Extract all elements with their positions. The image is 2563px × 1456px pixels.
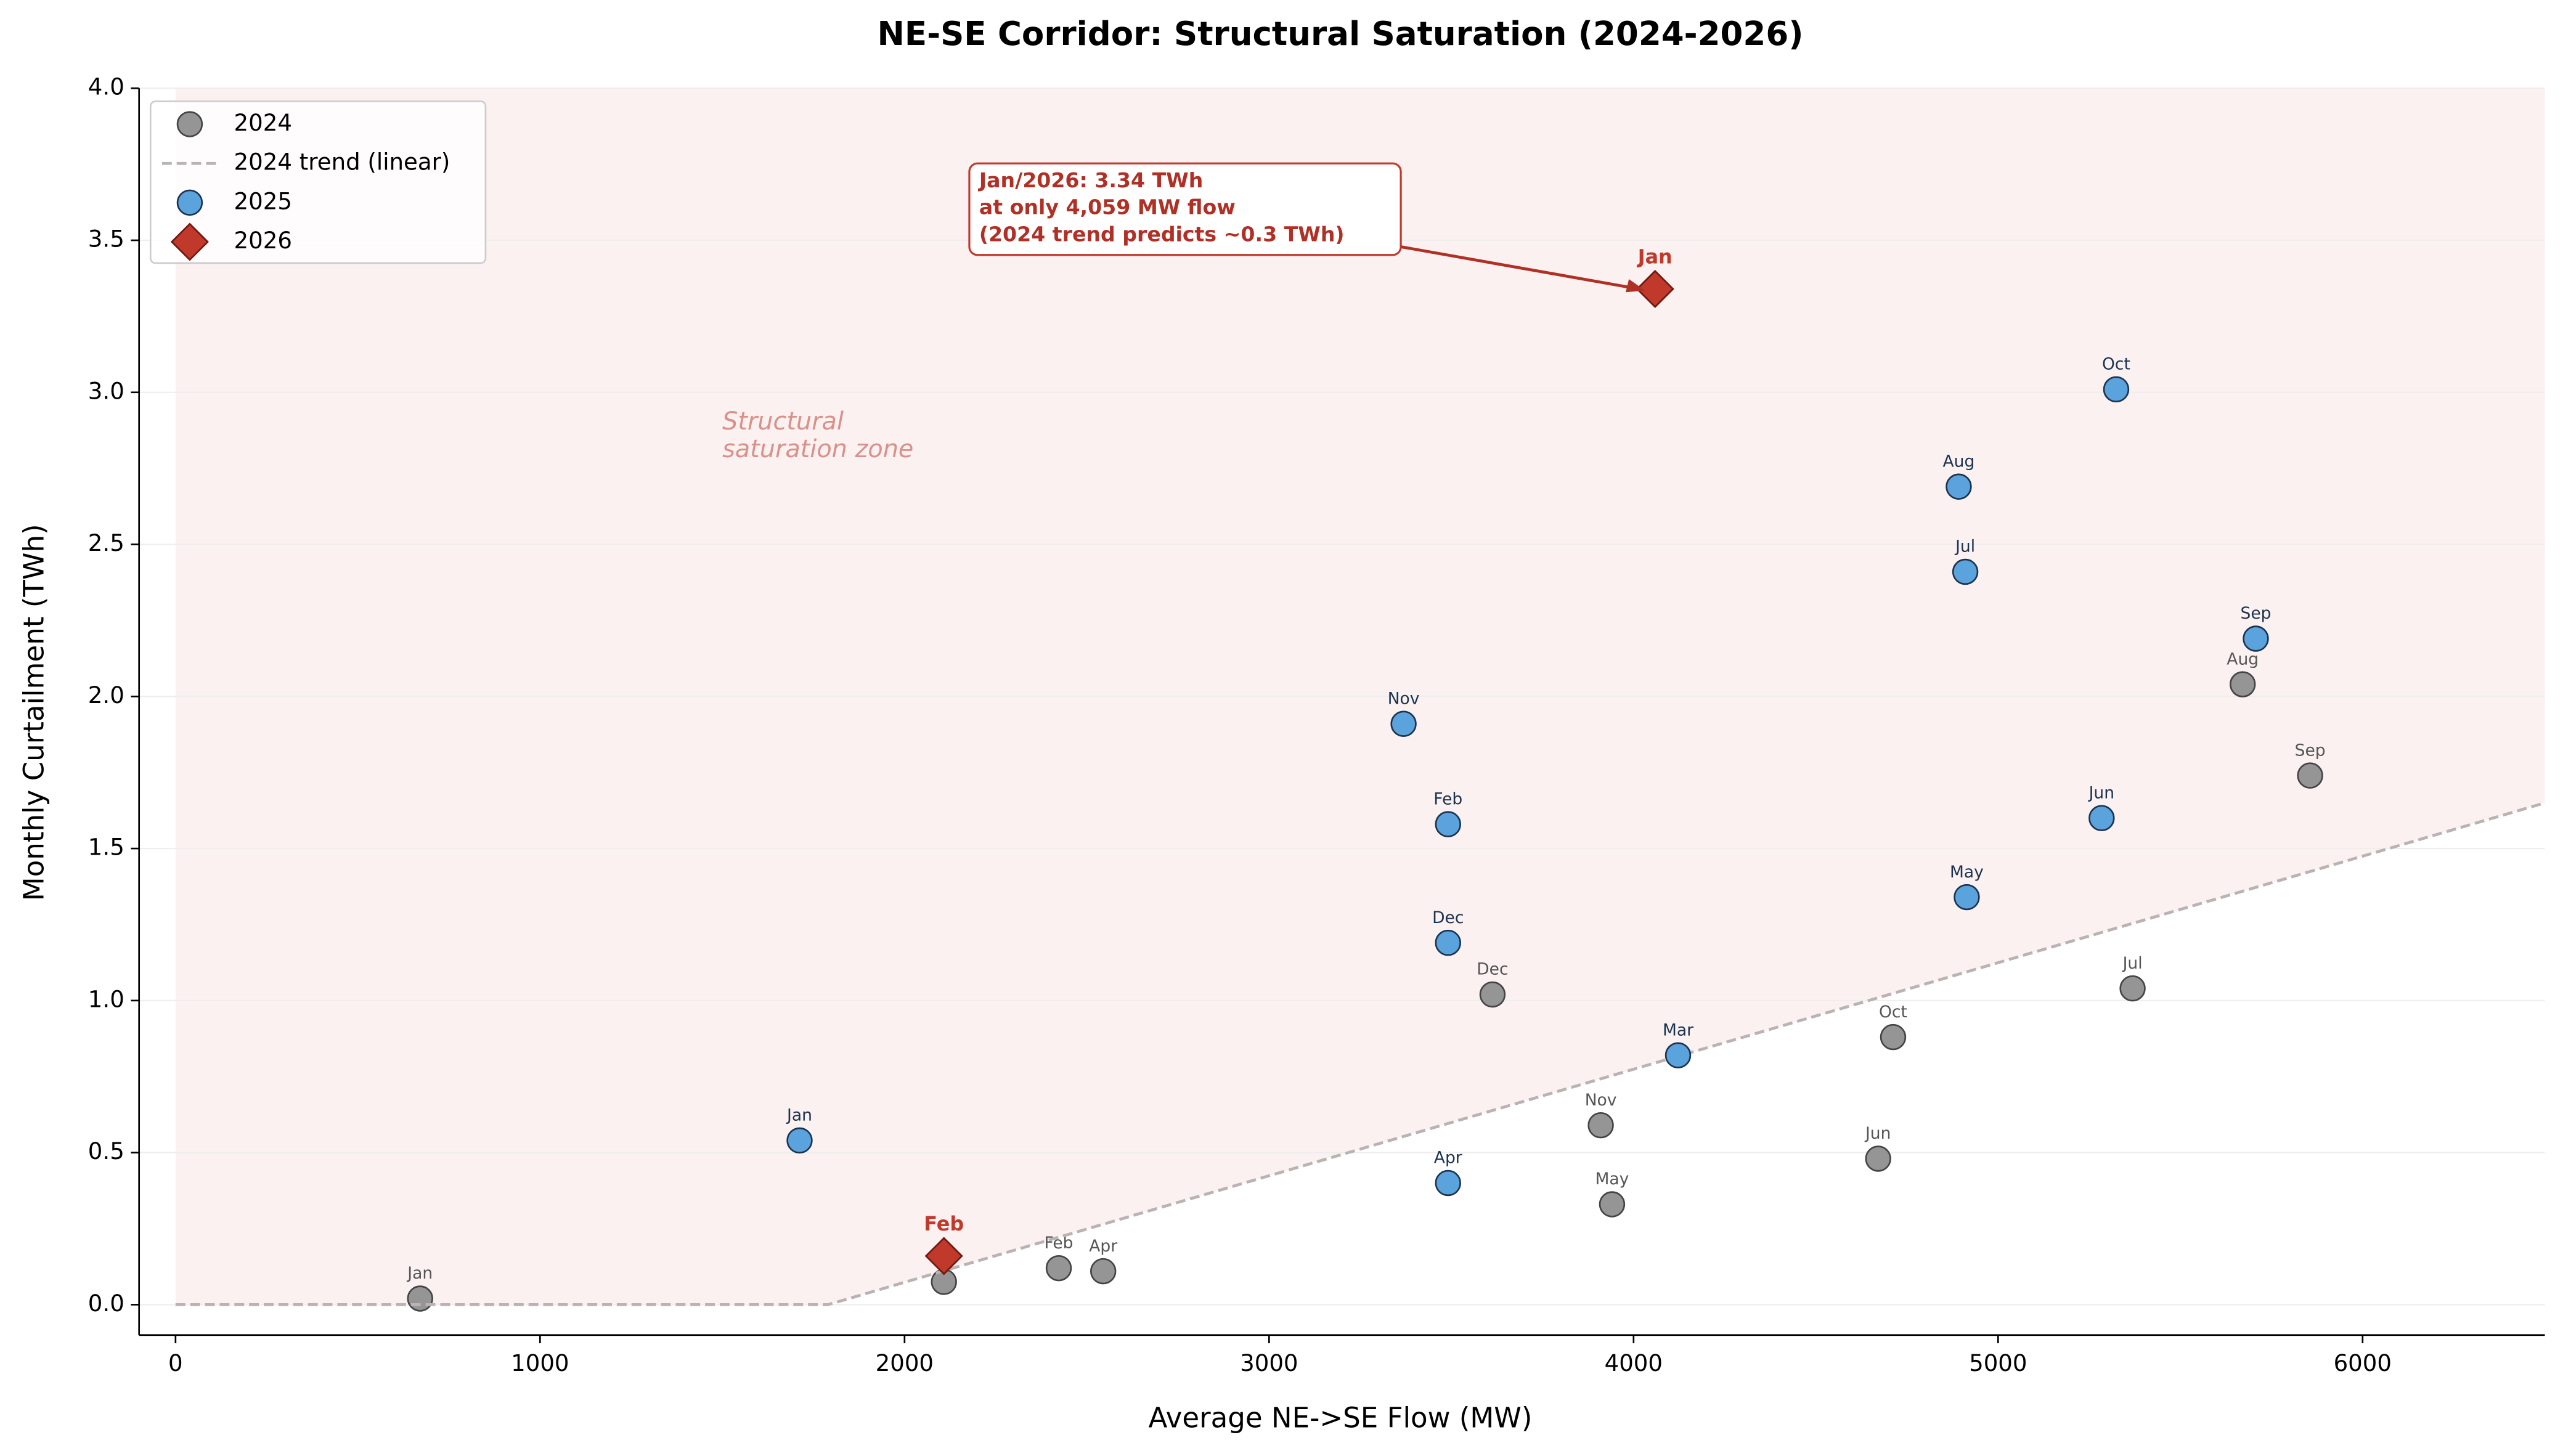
point [1952, 558, 1979, 585]
annotation-text: at only 4,059 MW flow [979, 195, 1236, 219]
point [407, 1285, 433, 1312]
point-label: Nov [1585, 1091, 1617, 1110]
point-label: Sep [2241, 604, 2272, 623]
point-label: Oct [1879, 1003, 1907, 1022]
point-label: Aug [2227, 649, 2259, 669]
point [1435, 929, 1461, 956]
point-label: Feb [924, 1212, 964, 1235]
diamond-point [1636, 269, 1674, 308]
zone-label: Structural saturation zone [722, 407, 913, 463]
y-tick-label: 3.5 [88, 226, 124, 252]
point-label: Feb [1433, 789, 1462, 808]
x-axis-label: Average NE->SE Flow (MW) [1148, 1402, 1532, 1434]
legend-swatch [170, 222, 209, 261]
zone-label-line: Structural [722, 407, 844, 436]
y-tick-label: 3.0 [88, 378, 124, 404]
point [1599, 1191, 1626, 1218]
point-label: Dec [1477, 960, 1508, 979]
x-tick-label: 3000 [1240, 1350, 1298, 1377]
point [1665, 1042, 1692, 1068]
point-label: Dec [1432, 908, 1464, 927]
point [2103, 376, 2130, 403]
point [786, 1127, 813, 1154]
point [1479, 981, 1506, 1008]
point-label: Feb [1045, 1234, 1074, 1253]
point-label: Jan [406, 1264, 433, 1283]
legend-swatch [176, 189, 203, 216]
point [1587, 1112, 1614, 1139]
annotation-arrow [1400, 245, 1639, 291]
legend-label: 2024 [234, 110, 292, 136]
point-label: Jul [2122, 954, 2143, 973]
annotation-text: Jan/2026: 3.34 TWh [978, 168, 1203, 192]
y-tick-label: 2.5 [88, 530, 124, 556]
point-label: May [1950, 863, 1984, 882]
point-label: Oct [2102, 355, 2130, 374]
point-label: Sep [2295, 741, 2326, 760]
point [1435, 811, 1461, 837]
y-tick-label: 4.0 [88, 74, 124, 100]
point-label: Jan [786, 1106, 812, 1125]
y-tick-label: 1.0 [88, 986, 124, 1012]
point [1880, 1023, 1907, 1051]
x-tick-label: 4000 [1605, 1350, 1663, 1377]
point [1090, 1258, 1117, 1285]
point [2297, 762, 2323, 789]
point [1946, 473, 1972, 500]
legend-frame [149, 100, 487, 264]
arrow-head [1625, 279, 1645, 293]
point-label: May [1595, 1169, 1629, 1189]
y-tick-label: 2.0 [88, 682, 124, 709]
point-label: Nov [1388, 689, 1420, 708]
legend-swatch [176, 111, 203, 137]
point-label: Jun [1864, 1124, 1891, 1143]
y-tick-label: 1.5 [88, 834, 124, 861]
y-tick-label: 0.5 [88, 1138, 124, 1165]
point-label: Apr [1089, 1237, 1117, 1256]
point-label: Jul [1954, 537, 1975, 556]
x-tick-label: 0 [168, 1350, 183, 1377]
x-tick-label: 6000 [2334, 1350, 2392, 1377]
point [2119, 975, 2146, 1002]
point-label: Mar [1663, 1020, 1693, 1039]
y-axis-label: Monthly Curtailment (TWh) [18, 524, 51, 901]
point [1390, 710, 1417, 737]
point [1435, 1169, 1461, 1197]
y-tick-label: 0.0 [88, 1290, 124, 1317]
point [2229, 671, 2256, 697]
diamond-point [924, 1237, 963, 1275]
x-tick-label: 1000 [511, 1350, 569, 1377]
x-tick-label: 2000 [876, 1350, 934, 1377]
legend-label: 2026 [234, 227, 292, 254]
point [1045, 1255, 1072, 1282]
legend-label: 2024 trend (linear) [234, 149, 450, 176]
trend-line [175, 801, 2546, 1306]
point [1865, 1145, 1891, 1172]
point [2088, 805, 2115, 831]
annotation-text: (2024 trend predicts ~0.3 TWh) [979, 222, 1345, 246]
point-label: Jan [1637, 245, 1673, 269]
zone-label-line: saturation zone [722, 435, 913, 463]
point-label: Jun [2088, 783, 2114, 802]
point-label: Apr [1434, 1149, 1462, 1168]
point-label: Aug [1943, 452, 1975, 471]
point [2243, 625, 2269, 652]
annotation-box [968, 162, 1402, 256]
x-tick-label: 5000 [1969, 1350, 2027, 1377]
legend-label: 2025 [234, 188, 292, 214]
point [1954, 884, 1980, 911]
legend: 2024 2024 trend (linear) 2025 2026 [149, 100, 487, 264]
chart-title: NE-SE Corridor: Structural Saturation (2… [877, 15, 1803, 53]
